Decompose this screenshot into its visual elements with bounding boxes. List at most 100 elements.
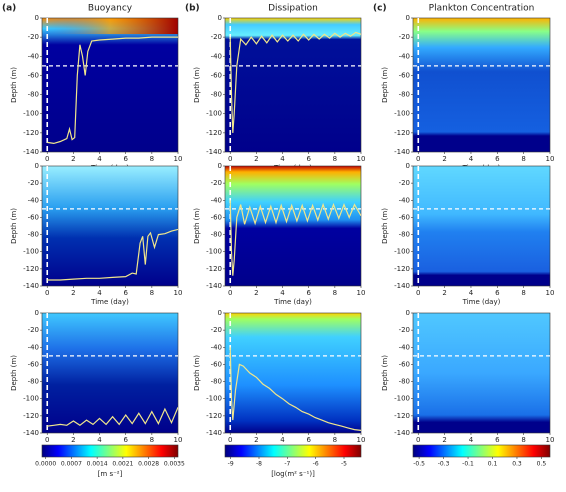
- y-tick-label: 0: [218, 14, 222, 22]
- y-tick-label: -140: [206, 148, 222, 156]
- x-tick-label: 0: [416, 436, 420, 444]
- y-axis-label: Depth (m): [10, 355, 18, 391]
- x-tick-label: 2: [442, 289, 446, 297]
- x-axis-label: Time (day): [90, 298, 129, 306]
- x-tick-label: 6: [495, 289, 500, 297]
- x-tick-label: 8: [333, 436, 337, 444]
- plot-frame: [224, 312, 362, 434]
- heatmap: [225, 313, 361, 433]
- colorbar-tick-label: 0.1: [488, 461, 498, 468]
- x-tick-label: 0: [416, 289, 420, 297]
- y-tick-label: -40: [211, 196, 222, 204]
- colorbar: [412, 444, 551, 458]
- y-tick-label: -120: [206, 412, 222, 420]
- y-tick-label: -80: [399, 378, 410, 386]
- y-tick-label: -140: [394, 429, 410, 437]
- x-tick-label: 10: [546, 289, 555, 297]
- x-tick-label: 0: [416, 155, 420, 163]
- y-axis-label: Depth (m): [193, 355, 201, 391]
- colorbar-tick-label: -9: [228, 461, 234, 468]
- colorbar-tick-label: 0.0028: [138, 461, 159, 468]
- y-tick-label: -100: [23, 248, 39, 256]
- y-tick-label: -120: [206, 265, 222, 273]
- y-tick-label: 0: [406, 162, 410, 170]
- colorbar-tick-label: -0.5: [413, 461, 425, 468]
- y-tick-label: -140: [394, 148, 410, 156]
- y-axis-label: Depth (m): [193, 208, 201, 244]
- colorbar-tick-label: -0.1: [462, 461, 474, 468]
- y-tick-label: -80: [399, 91, 410, 99]
- y-axis-label: Depth (m): [381, 208, 389, 244]
- y-tick-label: -80: [28, 231, 39, 239]
- heatmap: [42, 313, 178, 433]
- y-tick-label: -60: [399, 71, 410, 79]
- y-tick-label: -80: [399, 231, 410, 239]
- y-tick-label: -100: [206, 110, 222, 118]
- x-tick-label: 6: [123, 155, 128, 163]
- y-tick-label: -40: [28, 196, 39, 204]
- x-tick-label: 4: [469, 155, 474, 163]
- heatmap: [42, 166, 178, 286]
- x-tick-label: 6: [123, 289, 128, 297]
- y-tick-label: -20: [399, 326, 410, 334]
- x-tick-label: 8: [521, 436, 525, 444]
- x-tick-label: 8: [521, 289, 525, 297]
- heatmap: [413, 313, 550, 433]
- x-tick-label: 0: [228, 155, 232, 163]
- x-tick-label: 4: [280, 436, 285, 444]
- x-axis-label: Time (day): [273, 298, 312, 306]
- plot-frame: [224, 17, 362, 153]
- y-tick-label: -40: [28, 343, 39, 351]
- y-tick-label: -60: [211, 71, 222, 79]
- y-tick-label: -140: [23, 429, 39, 437]
- y-tick-label: -120: [23, 412, 39, 420]
- panel-label: (c): [373, 4, 387, 14]
- x-tick-label: 2: [442, 155, 446, 163]
- mixing-depth-line: [47, 228, 178, 281]
- x-tick-label: 4: [97, 436, 102, 444]
- plot-frame: [41, 312, 179, 434]
- y-tick-label: -40: [211, 343, 222, 351]
- x-tick-label: 6: [123, 436, 128, 444]
- panel-title: Buoyancy: [88, 4, 133, 14]
- y-tick-label: -60: [28, 360, 39, 368]
- plot-frame: [224, 165, 362, 287]
- heatmap: [413, 166, 550, 286]
- y-tick-label: -100: [23, 110, 39, 118]
- y-tick-label: 0: [406, 14, 410, 22]
- x-tick-label: 4: [469, 289, 474, 297]
- y-tick-label: -20: [399, 33, 410, 41]
- colorbar-tick-label: -5: [341, 461, 347, 468]
- panel-title: Plankton Concentration: [429, 4, 535, 14]
- y-axis-label: Depth (m): [381, 355, 389, 391]
- y-tick-label: 0: [35, 14, 39, 22]
- y-tick-label: -140: [394, 282, 410, 290]
- y-tick-label: -120: [394, 129, 410, 137]
- colorbar-tick-label: -8: [256, 461, 262, 468]
- y-tick-label: -60: [28, 213, 39, 221]
- y-axis-label: Depth (m): [10, 208, 18, 244]
- heatmap-band: [42, 18, 178, 35]
- colorbar-tick-label: 0.0000: [35, 461, 56, 468]
- y-tick-label: 0: [218, 162, 222, 170]
- x-tick-label: 10: [174, 289, 183, 297]
- y-tick-label: -120: [23, 265, 39, 273]
- y-tick-label: -100: [394, 110, 410, 118]
- x-tick-label: 4: [97, 289, 102, 297]
- x-tick-label: 0: [45, 155, 49, 163]
- x-tick-label: 2: [442, 436, 446, 444]
- y-tick-label: -140: [206, 282, 222, 290]
- x-tick-label: 4: [280, 155, 285, 163]
- y-tick-label: -40: [399, 343, 410, 351]
- panel-title: Dissipation: [268, 4, 318, 14]
- colorbar-tick-label: 0.5: [537, 461, 547, 468]
- plot-frame: [41, 165, 179, 287]
- x-tick-label: 8: [150, 155, 154, 163]
- y-tick-label: -140: [23, 282, 39, 290]
- x-tick-label: 10: [357, 155, 366, 163]
- y-tick-label: -40: [28, 52, 39, 60]
- y-tick-label: -80: [211, 231, 222, 239]
- x-tick-label: 2: [71, 289, 75, 297]
- y-tick-label: -120: [206, 129, 222, 137]
- x-tick-label: 4: [280, 289, 285, 297]
